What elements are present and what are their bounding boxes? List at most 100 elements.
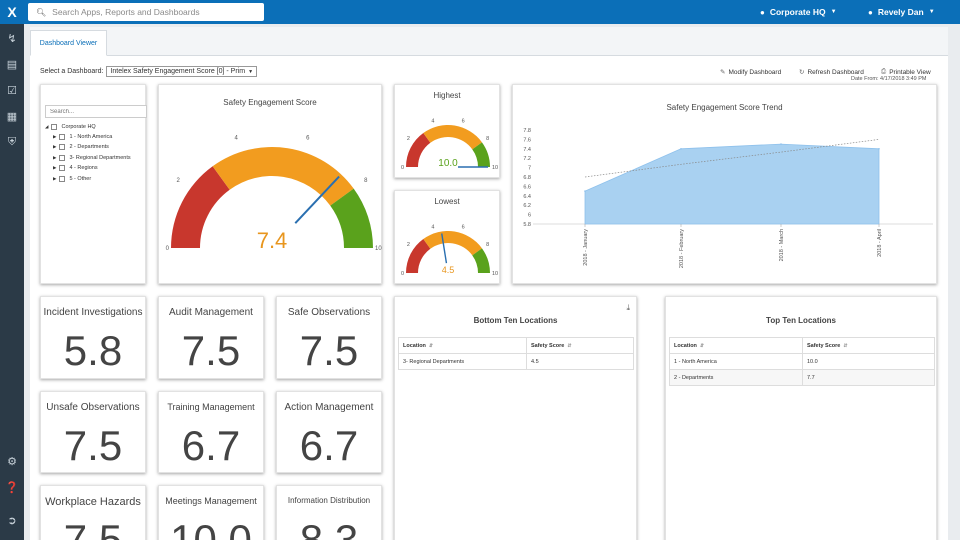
gauge-tick-label: 0 xyxy=(166,246,170,252)
pencil-icon: ✎ xyxy=(720,69,726,76)
metric-card-workplace-hazards[interactable]: Workplace Hazards 7.5 xyxy=(40,485,146,540)
tree-checkbox[interactable] xyxy=(59,144,66,150)
table-title: Top Ten Locations xyxy=(766,316,836,325)
search-input[interactable] xyxy=(52,7,253,17)
tree-checkbox[interactable] xyxy=(59,176,66,182)
gauge-band xyxy=(212,147,354,206)
metric-card-training-management[interactable]: Training Management 6.7 xyxy=(158,391,264,473)
tree-checkbox[interactable] xyxy=(59,165,66,171)
metric-card-unsafe-observations[interactable]: Unsafe Observations 7.5 xyxy=(40,391,146,473)
table-row[interactable]: 1 - North America 10.0 xyxy=(669,353,935,370)
y-tick-label: 6.8 xyxy=(523,175,531,181)
tree-search-input[interactable] xyxy=(45,105,147,118)
metric-value: 7.5 xyxy=(181,327,241,374)
tasks-icon[interactable]: ☑ xyxy=(7,84,17,97)
table-row[interactable]: 2 - Departments 7.7 xyxy=(669,369,935,386)
caret-right-icon[interactable]: ▶ xyxy=(53,165,57,170)
location-label: Corporate HQ xyxy=(769,7,826,17)
intelex-logo[interactable]: X xyxy=(0,0,24,24)
safety-score-gauge-card: Safety Engagement Score 0 2 4 6 8 10 7.4 xyxy=(158,84,382,284)
column-header-location[interactable]: Location ⇵ xyxy=(398,337,527,354)
settings-icon[interactable]: ⚙ xyxy=(7,455,17,468)
tree-node-label: 3- Regional Departments xyxy=(69,155,131,161)
gauge-band xyxy=(423,125,482,150)
gauge-tick-label: 6 xyxy=(462,224,465,230)
y-tick-label: 6.4 xyxy=(523,194,531,200)
trend-point xyxy=(680,148,682,150)
gauge-value: 7.4 xyxy=(257,228,288,253)
tree-checkbox[interactable] xyxy=(51,124,58,130)
tree-checkbox[interactable] xyxy=(59,155,66,161)
shield-icon[interactable]: ⛨ xyxy=(7,135,17,148)
metric-value: 7.5 xyxy=(63,422,123,469)
column-header-safety-score[interactable]: Safety Score ⇵ xyxy=(802,337,935,354)
metric-card-meetings-management[interactable]: Meetings Management 10.0 xyxy=(158,485,264,540)
tree-node[interactable]: ▶ 4 - Regions xyxy=(53,165,98,171)
tab-dashboard-viewer[interactable]: Dashboard Viewer xyxy=(30,30,107,56)
metric-value: 7.5 xyxy=(299,327,359,374)
printable-view-button[interactable]: ⎙ Printable View xyxy=(881,68,931,76)
metric-card-safe-observations[interactable]: Safe Observations 7.5 xyxy=(276,296,382,379)
caret-right-icon[interactable]: ▶ xyxy=(53,176,57,181)
modify-dashboard-button[interactable]: ✎ Modify Dashboard xyxy=(720,68,781,77)
reports-icon[interactable]: ▤ xyxy=(6,58,18,71)
lowest-gauge: 0 2 4 6 8 10 4.5 xyxy=(401,224,498,277)
gauge-tick-label: 10 xyxy=(492,165,498,171)
tree-node[interactable]: ▶ 5 - Other xyxy=(53,176,91,182)
y-tick-label: 6.6 xyxy=(523,184,531,190)
tree-node[interactable]: ▶ 1 - North America xyxy=(53,134,112,140)
logout-icon[interactable]: ➲ xyxy=(7,514,17,527)
gauge-tick-label: 0 xyxy=(401,165,404,171)
metric-card-incident-investigations[interactable]: Incident Investigations 5.8 xyxy=(40,296,146,379)
refresh-dashboard-button[interactable]: ↻ Refresh Dashboard xyxy=(799,68,864,77)
date-from: Date From: 4/17/2018 3:49 PM xyxy=(851,76,927,82)
column-header-location[interactable]: Location ⇵ xyxy=(669,337,803,354)
gauge-tick-label: 10 xyxy=(375,246,382,252)
tree-node[interactable]: ▶ 3- Regional Departments xyxy=(53,155,131,161)
help-icon[interactable]: ❓ xyxy=(5,481,19,494)
tree-node-root[interactable]: ◢ Corporate HQ xyxy=(45,124,96,130)
sort-icon[interactable]: ⇵ xyxy=(428,342,434,349)
tree-node-label: 5 - Other xyxy=(69,176,92,182)
calendar-icon[interactable]: ▦ xyxy=(6,110,18,123)
metric-card-information-distribution[interactable]: Information Distribution 8.3 xyxy=(276,485,382,540)
caret-right-icon[interactable]: ▶ xyxy=(53,134,57,139)
gauge-needle xyxy=(294,175,340,224)
gauge-tick-label: 2 xyxy=(176,178,180,184)
main-content: Dashboard Viewer Select a Dashboard: Int… xyxy=(30,27,948,540)
table-row[interactable]: 3- Regional Departments 4.5 xyxy=(398,353,634,370)
dashboard-select[interactable]: Intelex Safety Engagement Score [0] - Pr… xyxy=(106,66,258,77)
cell-score: 7.7 xyxy=(802,369,935,386)
sort-icon[interactable]: ⇵ xyxy=(699,342,705,349)
dashboard-select-label: Select a Dashboard: xyxy=(40,68,104,75)
sidebar: X ↯ ▤ ☑ ▦ ⛨ ⚙ ❓ ➲ xyxy=(0,0,24,540)
tree-node[interactable]: ▶ 2 - Departments xyxy=(53,144,109,150)
gauge-band xyxy=(330,188,373,248)
metric-card-audit-management[interactable]: Audit Management 7.5 xyxy=(158,296,264,379)
sort-icon[interactable]: ⇵ xyxy=(843,342,848,349)
top-ten-table: Location ⇵ Safety Score ⇵ 1 - North Americ… xyxy=(669,337,935,386)
cell-score: 4.5 xyxy=(526,353,634,370)
workflow-icon[interactable]: ↯ xyxy=(7,32,17,45)
gauge-tick-label: 6 xyxy=(462,118,465,124)
global-search[interactable]: 🔍︎ xyxy=(28,3,264,21)
metric-title: Meetings Management xyxy=(165,496,257,506)
metric-title: Training Management xyxy=(167,402,255,412)
metric-value: 7.5 xyxy=(63,516,123,540)
metric-value: 6.7 xyxy=(299,422,359,469)
caret-down-icon[interactable]: ◢ xyxy=(45,124,49,129)
tree-checkbox[interactable] xyxy=(59,134,66,140)
gauge-band xyxy=(423,231,482,256)
location-menu[interactable]: ● Corporate HQ ▼ xyxy=(760,0,837,24)
sort-icon[interactable]: ⇵ xyxy=(567,342,572,349)
metric-card-action-management[interactable]: Action Management 6.7 xyxy=(276,391,382,473)
gauge-title: Highest xyxy=(433,91,461,100)
column-header-safety-score[interactable]: Safety Score ⇵ xyxy=(526,337,634,354)
metric-title: Unsafe Observations xyxy=(46,402,140,413)
download-icon[interactable]: ⤓ xyxy=(626,303,630,312)
gauge-tick-label: 0 xyxy=(401,271,404,277)
caret-right-icon[interactable]: ▶ xyxy=(53,155,57,160)
lowest-gauge-card: Lowest 0 2 4 6 8 10 4.5 xyxy=(394,190,500,284)
user-menu[interactable]: ● Revely Dan ▼ xyxy=(868,0,935,24)
caret-right-icon[interactable]: ▶ xyxy=(53,144,57,149)
